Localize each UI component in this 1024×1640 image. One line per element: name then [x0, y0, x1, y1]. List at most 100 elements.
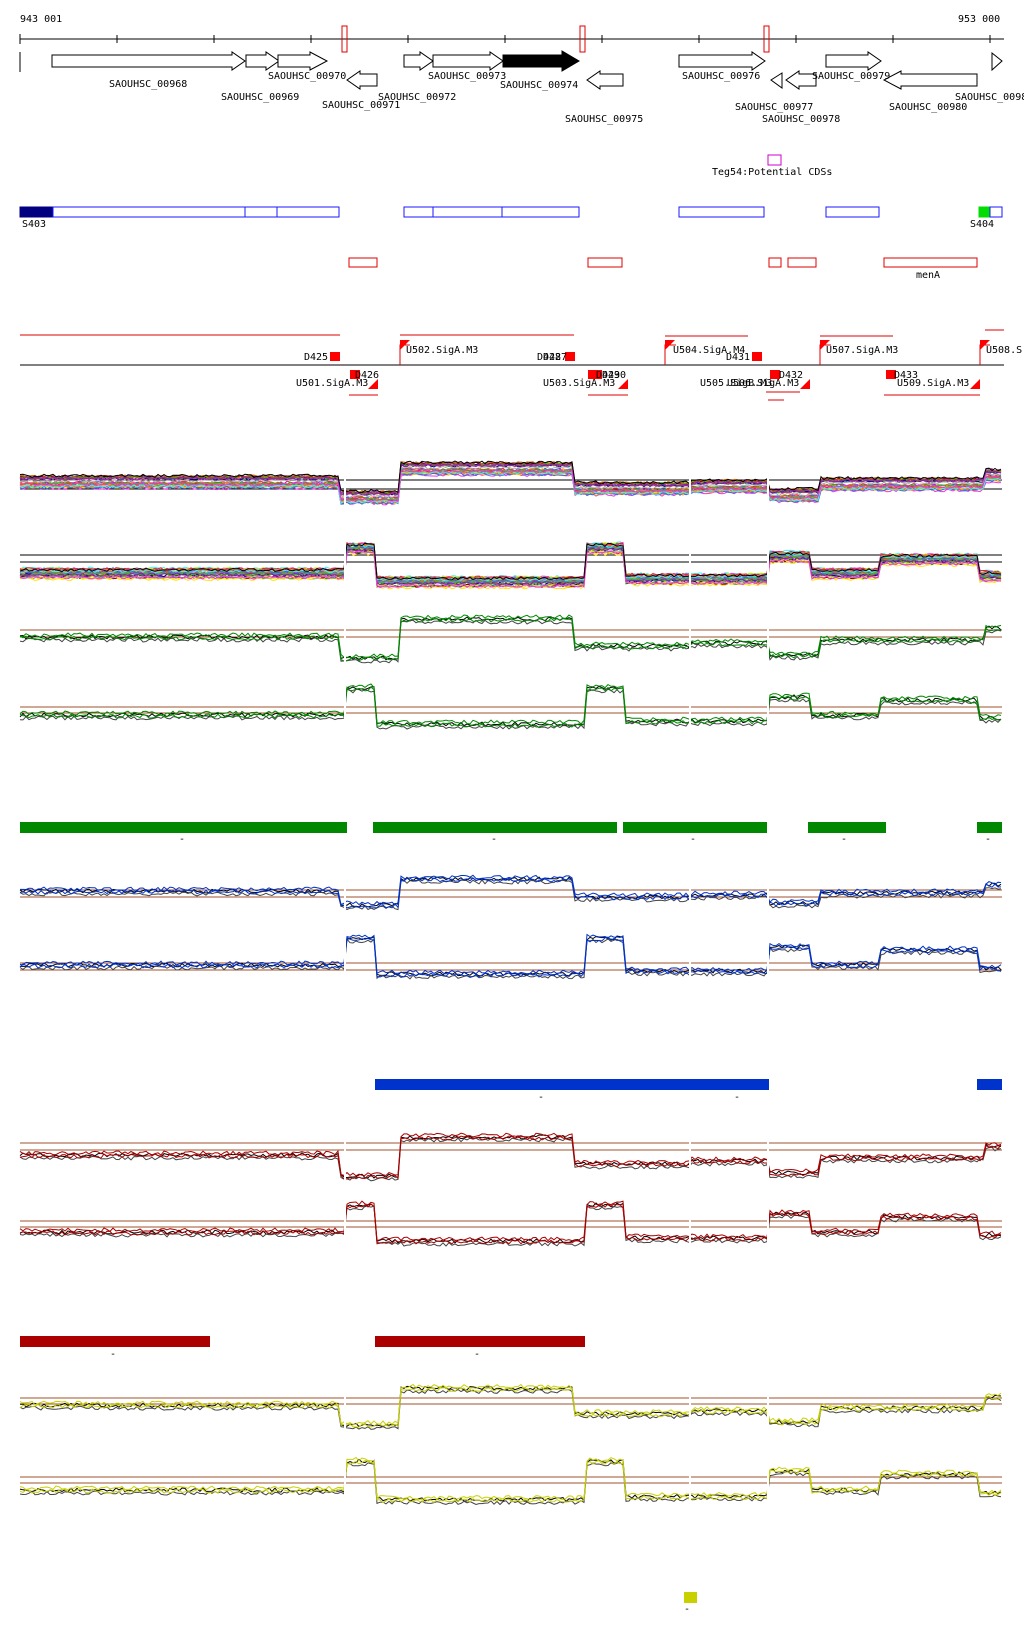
segment-box[interactable] [501, 206, 580, 218]
red-feature-box[interactable] [348, 257, 378, 268]
condition-bar-blue[interactable] [375, 1079, 769, 1090]
tu-label: D429 [596, 370, 620, 381]
profile-line [19, 685, 1002, 727]
condition-bar-green[interactable] [373, 822, 617, 833]
tu-marker[interactable] [886, 370, 896, 379]
profile-line [19, 1456, 1002, 1501]
gene-arrow-highlighted[interactable] [502, 50, 580, 72]
profile-line [19, 688, 1002, 730]
profile-line [19, 1205, 1002, 1247]
gene-arrow[interactable] [432, 51, 504, 71]
gene-arrow[interactable] [403, 51, 434, 71]
profile-line [19, 1203, 1002, 1245]
segment-box[interactable] [678, 206, 765, 218]
tu-marker[interactable] [752, 352, 762, 361]
tu-label: U506.SigA.M3 [727, 378, 799, 389]
marker-box [579, 25, 586, 53]
condition-bar-green[interactable] [20, 822, 347, 833]
gene-track [19, 50, 1003, 90]
gene-arrow[interactable] [770, 72, 783, 89]
profile-line [19, 683, 1002, 725]
gene-arrow[interactable] [51, 51, 246, 71]
tu-marker[interactable] [350, 370, 360, 379]
tu-marker[interactable] [770, 370, 780, 379]
bar-dash-label: - [179, 834, 185, 845]
profile-line [20, 874, 1002, 906]
profile-line [19, 877, 1002, 909]
segment-box[interactable] [52, 206, 246, 218]
segment-box[interactable] [432, 206, 503, 218]
gene-label: SAOUHSC_00977 [735, 102, 813, 113]
segment-label: S403 [22, 219, 46, 230]
bar-dash-label: - [538, 1092, 544, 1103]
red-feature-box[interactable] [883, 257, 978, 268]
bar-dash-label: - [734, 1092, 740, 1103]
segment-track: S403 S404 [19, 206, 1003, 230]
profile-line [19, 465, 1002, 499]
profile-line [19, 542, 1002, 581]
profile-line [19, 879, 1002, 911]
tu-marker[interactable] [330, 352, 340, 361]
bar-dash-label: - [690, 834, 696, 845]
gene-label: SAOUHSC_0098 [955, 92, 1024, 103]
gene-arrow[interactable] [346, 70, 378, 90]
gene-arrow[interactable] [277, 51, 329, 71]
gene-label: SAOUHSC_00969 [221, 92, 299, 103]
condition-bar-blue[interactable] [977, 1079, 1002, 1090]
profile-line [19, 619, 1002, 664]
gene-arrow[interactable] [882, 70, 978, 90]
profile-line [19, 1386, 1002, 1428]
condition-bar-yellow[interactable] [684, 1592, 697, 1603]
gene-arrow[interactable] [825, 51, 882, 71]
bar-dash-label: - [985, 834, 991, 845]
gene-label: SAOUHSC_00973 [428, 71, 506, 82]
profile-line [19, 1135, 1002, 1180]
tu-marker[interactable] [565, 352, 575, 361]
gene-arrow[interactable] [678, 51, 766, 71]
condition-bar-green[interactable] [977, 822, 1002, 833]
segment-box[interactable] [244, 206, 278, 218]
segment-box[interactable] [19, 206, 54, 218]
condition-bar-red[interactable] [375, 1336, 585, 1347]
tu-marker[interactable] [588, 370, 602, 379]
gene-arrow[interactable] [586, 70, 624, 90]
tu-label: U503.SigA.M3 [543, 378, 615, 389]
profile-line [19, 550, 1001, 588]
gene-label: SAOUHSC_00976 [682, 71, 760, 82]
profile-line [19, 1461, 1002, 1506]
tu-label: U509.SigA.M3 [897, 378, 969, 389]
expression-tracks [19, 455, 1002, 1520]
red-feature-box[interactable] [787, 257, 817, 268]
tu-label: D433 [894, 370, 918, 381]
tu-label: D430 [602, 370, 626, 381]
gene-label: SAOUHSC_00971 [322, 100, 400, 111]
marker-box [341, 25, 348, 53]
segment-box[interactable] [276, 206, 340, 218]
profile-line [19, 463, 1002, 496]
condition-bar-green[interactable] [808, 822, 886, 833]
potential-cds-box[interactable] [767, 154, 782, 166]
red-feature-label: menA [916, 270, 940, 281]
gene-label: SAOUHSC_00979 [812, 71, 890, 82]
bar-dash-label: - [841, 834, 847, 845]
ruler-start-label: 943 001 [20, 14, 62, 25]
red-feature-box[interactable] [587, 257, 623, 268]
profile-line [19, 1200, 1002, 1242]
segment-box[interactable] [978, 206, 991, 218]
red-feature-box[interactable] [768, 257, 782, 268]
tu-label: U505.SigB.M3 [700, 378, 772, 389]
condition-bar-green[interactable] [623, 822, 767, 833]
tu-label: U507.SigA.M3 [826, 345, 898, 356]
tu-label: U504.SigA.M4 [673, 345, 745, 356]
profile-line [19, 548, 1002, 586]
segment-box[interactable] [989, 206, 1003, 218]
gene-arrow[interactable] [245, 51, 280, 71]
profile-line [19, 1459, 1002, 1504]
condition-bar-red[interactable] [20, 1336, 210, 1347]
segment-box[interactable] [825, 206, 880, 218]
gene-arrow[interactable] [991, 51, 1003, 72]
tu-label: U508.S [986, 345, 1022, 356]
gene-arrow[interactable] [785, 70, 817, 90]
segment-box[interactable] [403, 206, 434, 218]
